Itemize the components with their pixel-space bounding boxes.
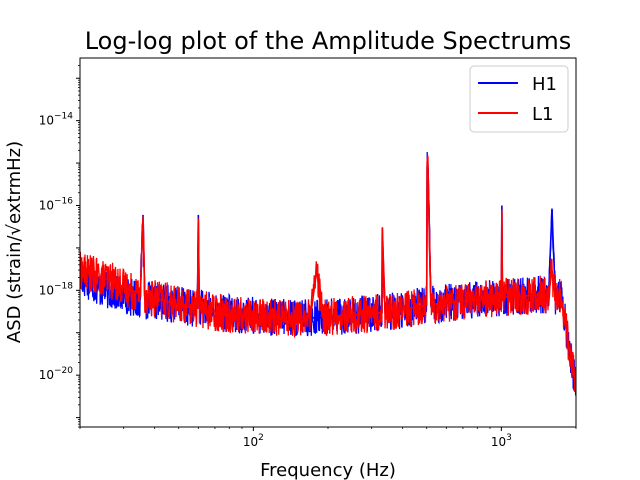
- y-tick-base: 10: [39, 198, 54, 212]
- legend-label-l1: L1: [532, 104, 553, 125]
- y-tick-base: 10: [39, 283, 54, 297]
- legend-label-h1: H1: [532, 74, 557, 95]
- y-tick-label: 10−14: [39, 112, 74, 128]
- y-tick-exp: −16: [54, 196, 73, 206]
- y-axis-label: ASD (strain/√extrmHz): [4, 141, 25, 343]
- x-tick-base: 10: [491, 435, 506, 449]
- y-tick-base: 10: [39, 368, 54, 382]
- y-tick-label: 10−18: [39, 281, 74, 297]
- series-l1-line: [80, 155, 576, 389]
- y-tick-label: 10−16: [39, 196, 74, 212]
- y-tick-exp: −14: [54, 112, 73, 122]
- x-tick-base: 10: [243, 435, 258, 449]
- chart-title: Log-log plot of the Amplitude Spectrums: [85, 27, 572, 55]
- y-tick-exp: −20: [54, 366, 73, 376]
- x-axis-label: Frequency (Hz): [260, 460, 396, 480]
- x-tick-label: 102: [243, 433, 264, 449]
- y-tick-base: 10: [39, 114, 54, 128]
- y-tick-label: 10−20: [39, 366, 74, 382]
- series-l1: [80, 155, 576, 396]
- x-tick-label: 103: [491, 433, 512, 449]
- series-layer: [80, 152, 576, 396]
- y-tick-exp: −18: [54, 281, 73, 291]
- x-tick-exp: 2: [258, 433, 264, 443]
- x-tick-exp: 3: [506, 433, 512, 443]
